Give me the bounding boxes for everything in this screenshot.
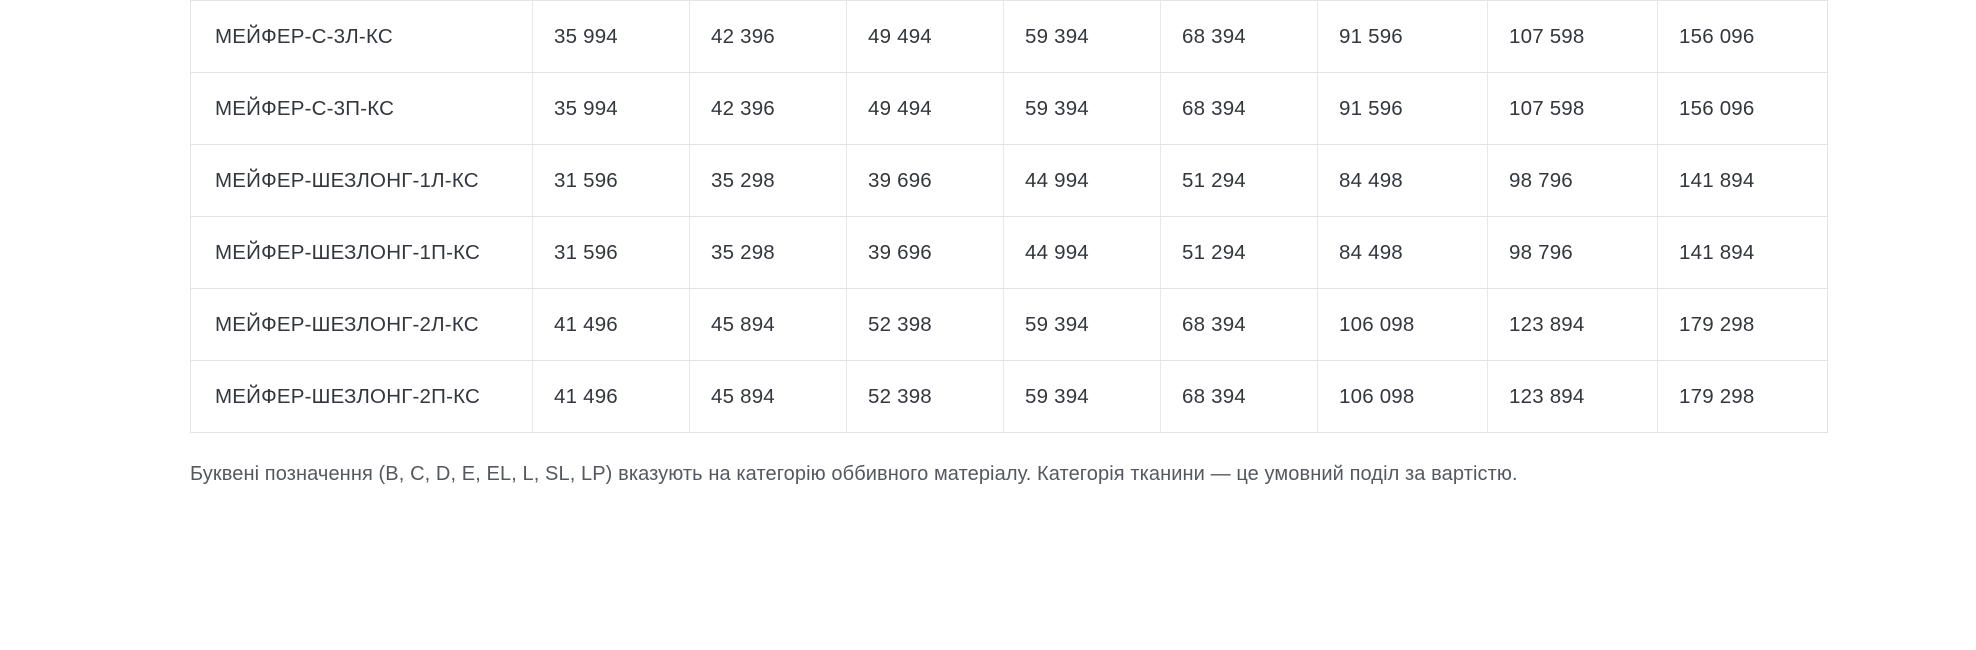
price-cell-l: 84 498 <box>1317 144 1488 217</box>
product-name-cell: МЕЙФЕР-ШЕЗЛОНГ-1П-КС <box>190 216 533 289</box>
price-cell-sl: 107 598 <box>1487 0 1658 73</box>
price-cell-sl: 98 796 <box>1487 144 1658 217</box>
price-cell-lp: 179 298 <box>1657 360 1828 433</box>
price-cell-b: 41 496 <box>532 288 690 361</box>
price-cell-b: 35 994 <box>532 0 690 73</box>
price-cell-c: 45 894 <box>689 288 847 361</box>
table-row: МЕЙФЕР-С-3Л-КС 35 994 42 396 49 494 59 3… <box>190 0 1828 73</box>
price-table-body: МЕЙФЕР-С-3Л-КС 35 994 42 396 49 494 59 3… <box>190 0 1828 433</box>
price-cell-c: 42 396 <box>689 0 847 73</box>
product-name-cell: МЕЙФЕР-С-3П-КС <box>190 72 533 145</box>
price-cell-b: 31 596 <box>532 144 690 217</box>
product-name-cell: МЕЙФЕР-С-3Л-КС <box>190 0 533 73</box>
price-cell-lp: 141 894 <box>1657 144 1828 217</box>
price-cell-lp: 179 298 <box>1657 288 1828 361</box>
price-cell-lp: 156 096 <box>1657 0 1828 73</box>
product-name-cell: МЕЙФЕР-ШЕЗЛОНГ-2П-КС <box>190 360 533 433</box>
price-cell-d: 49 494 <box>846 72 1004 145</box>
price-cell-c: 35 298 <box>689 216 847 289</box>
price-cell-el: 68 394 <box>1160 72 1318 145</box>
price-cell-e: 44 994 <box>1003 144 1161 217</box>
price-cell-e: 59 394 <box>1003 0 1161 73</box>
price-cell-l: 84 498 <box>1317 216 1488 289</box>
table-row: МЕЙФЕР-ШЕЗЛОНГ-1П-КС 31 596 35 298 39 69… <box>190 216 1828 289</box>
price-cell-b: 35 994 <box>532 72 690 145</box>
price-cell-l: 106 098 <box>1317 360 1488 433</box>
product-name-cell: МЕЙФЕР-ШЕЗЛОНГ-2Л-КС <box>190 288 533 361</box>
price-cell-l: 106 098 <box>1317 288 1488 361</box>
price-cell-el: 68 394 <box>1160 0 1318 73</box>
price-cell-d: 52 398 <box>846 360 1004 433</box>
price-cell-d: 39 696 <box>846 216 1004 289</box>
price-cell-el: 68 394 <box>1160 360 1318 433</box>
price-cell-d: 39 696 <box>846 144 1004 217</box>
price-cell-d: 52 398 <box>846 288 1004 361</box>
price-cell-c: 35 298 <box>689 144 847 217</box>
price-cell-d: 49 494 <box>846 0 1004 73</box>
fabric-category-footnote: Буквені позначення (B, C, D, E, EL, L, S… <box>190 463 1518 485</box>
price-cell-sl: 123 894 <box>1487 360 1658 433</box>
price-cell-b: 31 596 <box>532 216 690 289</box>
price-table-container: МЕЙФЕР-С-3Л-КС 35 994 42 396 49 494 59 3… <box>190 0 1828 433</box>
price-cell-lp: 141 894 <box>1657 216 1828 289</box>
price-cell-e: 59 394 <box>1003 72 1161 145</box>
price-cell-c: 42 396 <box>689 72 847 145</box>
price-cell-c: 45 894 <box>689 360 847 433</box>
price-cell-el: 68 394 <box>1160 288 1318 361</box>
price-cell-e: 44 994 <box>1003 216 1161 289</box>
table-row: МЕЙФЕР-ШЕЗЛОНГ-2Л-КС 41 496 45 894 52 39… <box>190 288 1828 361</box>
price-table: МЕЙФЕР-С-3Л-КС 35 994 42 396 49 494 59 3… <box>190 0 1828 433</box>
price-cell-sl: 123 894 <box>1487 288 1658 361</box>
price-cell-e: 59 394 <box>1003 360 1161 433</box>
price-cell-el: 51 294 <box>1160 144 1318 217</box>
price-cell-e: 59 394 <box>1003 288 1161 361</box>
price-cell-sl: 98 796 <box>1487 216 1658 289</box>
price-cell-el: 51 294 <box>1160 216 1318 289</box>
price-cell-sl: 107 598 <box>1487 72 1658 145</box>
table-row: МЕЙФЕР-ШЕЗЛОНГ-2П-КС 41 496 45 894 52 39… <box>190 360 1828 433</box>
price-cell-b: 41 496 <box>532 360 690 433</box>
table-row: МЕЙФЕР-С-3П-КС 35 994 42 396 49 494 59 3… <box>190 72 1828 145</box>
price-cell-l: 91 596 <box>1317 0 1488 73</box>
product-name-cell: МЕЙФЕР-ШЕЗЛОНГ-1Л-КС <box>190 144 533 217</box>
table-row: МЕЙФЕР-ШЕЗЛОНГ-1Л-КС 31 596 35 298 39 69… <box>190 144 1828 217</box>
price-cell-lp: 156 096 <box>1657 72 1828 145</box>
price-cell-l: 91 596 <box>1317 72 1488 145</box>
